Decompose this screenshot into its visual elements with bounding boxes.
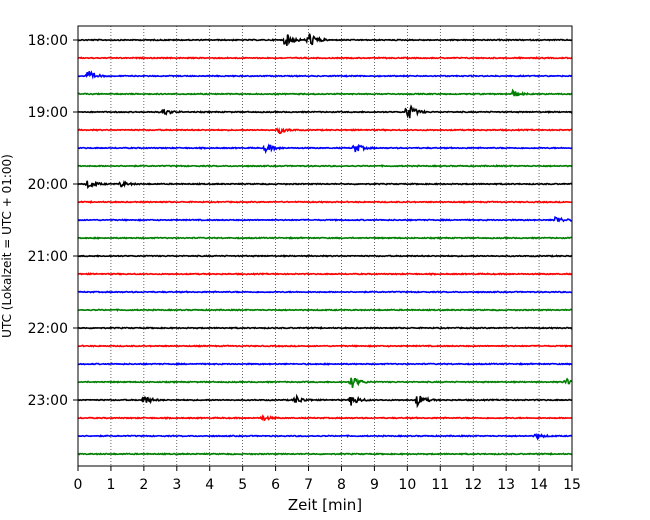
trace-line — [77, 143, 573, 155]
y-tick-label: 23:00 — [28, 393, 68, 409]
x-tick-label: 12 — [464, 477, 482, 493]
trace-line — [77, 88, 573, 97]
trace-line — [77, 126, 573, 135]
trace-line — [77, 362, 573, 366]
trace-line — [77, 236, 573, 240]
y-tick-label: 21:00 — [28, 249, 68, 265]
x-tick-label: 13 — [497, 477, 515, 493]
trace-line — [77, 70, 573, 80]
trace-line — [77, 179, 573, 190]
x-tick-label: 8 — [337, 477, 346, 493]
y-tick-label: 18:00 — [28, 33, 68, 49]
y-axis-label: UTC (Lokalzeit = UTC + 01:00) — [0, 154, 14, 338]
trace-line — [77, 104, 573, 119]
x-tick-label: 2 — [139, 477, 148, 493]
trace-line — [77, 33, 573, 46]
trace-line — [77, 164, 573, 168]
trace-line — [77, 432, 573, 441]
x-tick-label: 7 — [304, 477, 313, 493]
y-tick-label: 20:00 — [28, 177, 68, 193]
x-tick-label: 3 — [172, 477, 181, 493]
trace-line — [77, 215, 573, 223]
trace-line — [77, 344, 573, 348]
y-axis: 18:00 19:00 20:00 21:00 22:00 23:00 — [28, 33, 78, 409]
x-tick-label: 15 — [563, 477, 581, 493]
trace-line — [77, 56, 573, 60]
x-tick-label: 6 — [271, 477, 280, 493]
trace-line — [77, 393, 573, 409]
x-tick-label: 14 — [530, 477, 548, 493]
trace-line — [77, 326, 573, 330]
y-tick-label: 22:00 — [28, 321, 68, 337]
trace-layer — [77, 33, 573, 456]
x-axis: 0 1 2 3 4 5 6 7 8 9 10 11 12 13 14 15 — [74, 466, 581, 493]
trace-line — [77, 272, 573, 276]
x-tick-label: 0 — [74, 477, 83, 493]
trace-line — [77, 452, 573, 456]
trace-line — [77, 377, 573, 388]
x-tick-label: 1 — [106, 477, 115, 493]
trace-line — [77, 254, 573, 258]
trace-line — [77, 290, 573, 294]
x-tick-label: 4 — [205, 477, 214, 493]
trace-line — [77, 414, 573, 422]
grid-layer — [110, 26, 540, 466]
x-tick-label: 11 — [431, 477, 449, 493]
x-tick-label: 5 — [238, 477, 247, 493]
trace-line — [77, 308, 573, 312]
plot-frame — [77, 25, 573, 467]
y-tick-label: 19:00 — [28, 105, 68, 121]
x-axis-label: Zeit [min] — [288, 496, 362, 514]
x-tick-label: 10 — [398, 477, 416, 493]
x-tick-label: 9 — [370, 477, 379, 493]
trace-line — [77, 200, 573, 204]
